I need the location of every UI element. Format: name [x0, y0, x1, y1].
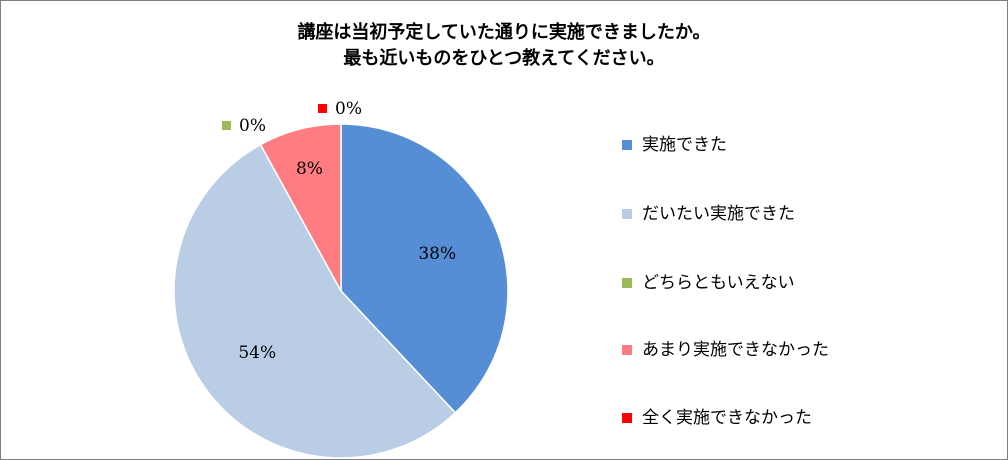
legend-label-1: だいたい実施できた	[642, 204, 795, 224]
legend-swatch-0	[622, 140, 632, 150]
chart-title-line-1: 講座は当初予定していた通りに実施できましたか。	[297, 22, 711, 43]
pie-slice-3	[259, 123, 342, 292]
legend-swatch-3	[622, 345, 632, 355]
data-label-marker-2	[222, 121, 231, 130]
legend-swatch-4	[622, 413, 632, 423]
chart-title-line-2: 最も近いものをひとつ教えてください。	[343, 48, 665, 69]
data-label-marker-4	[318, 104, 327, 113]
legend-label-2: どちらともいえない	[642, 273, 795, 293]
data-label-4: 0%	[335, 99, 362, 119]
legend-label-3: あまり実施できなかった	[642, 340, 829, 360]
data-label-0: 38%	[418, 244, 456, 264]
legend-label-0: 実施できた	[642, 135, 727, 155]
legend-swatch-1	[622, 209, 632, 219]
data-label-2: 0%	[239, 116, 266, 136]
data-label-3: 8%	[296, 159, 323, 179]
pie-slice-0	[340, 123, 509, 414]
pie-slice-1	[173, 143, 457, 459]
legend-swatch-2	[622, 278, 632, 288]
data-label-1: 54%	[238, 343, 276, 363]
legend-label-4: 全く実施できなかった	[642, 408, 812, 428]
